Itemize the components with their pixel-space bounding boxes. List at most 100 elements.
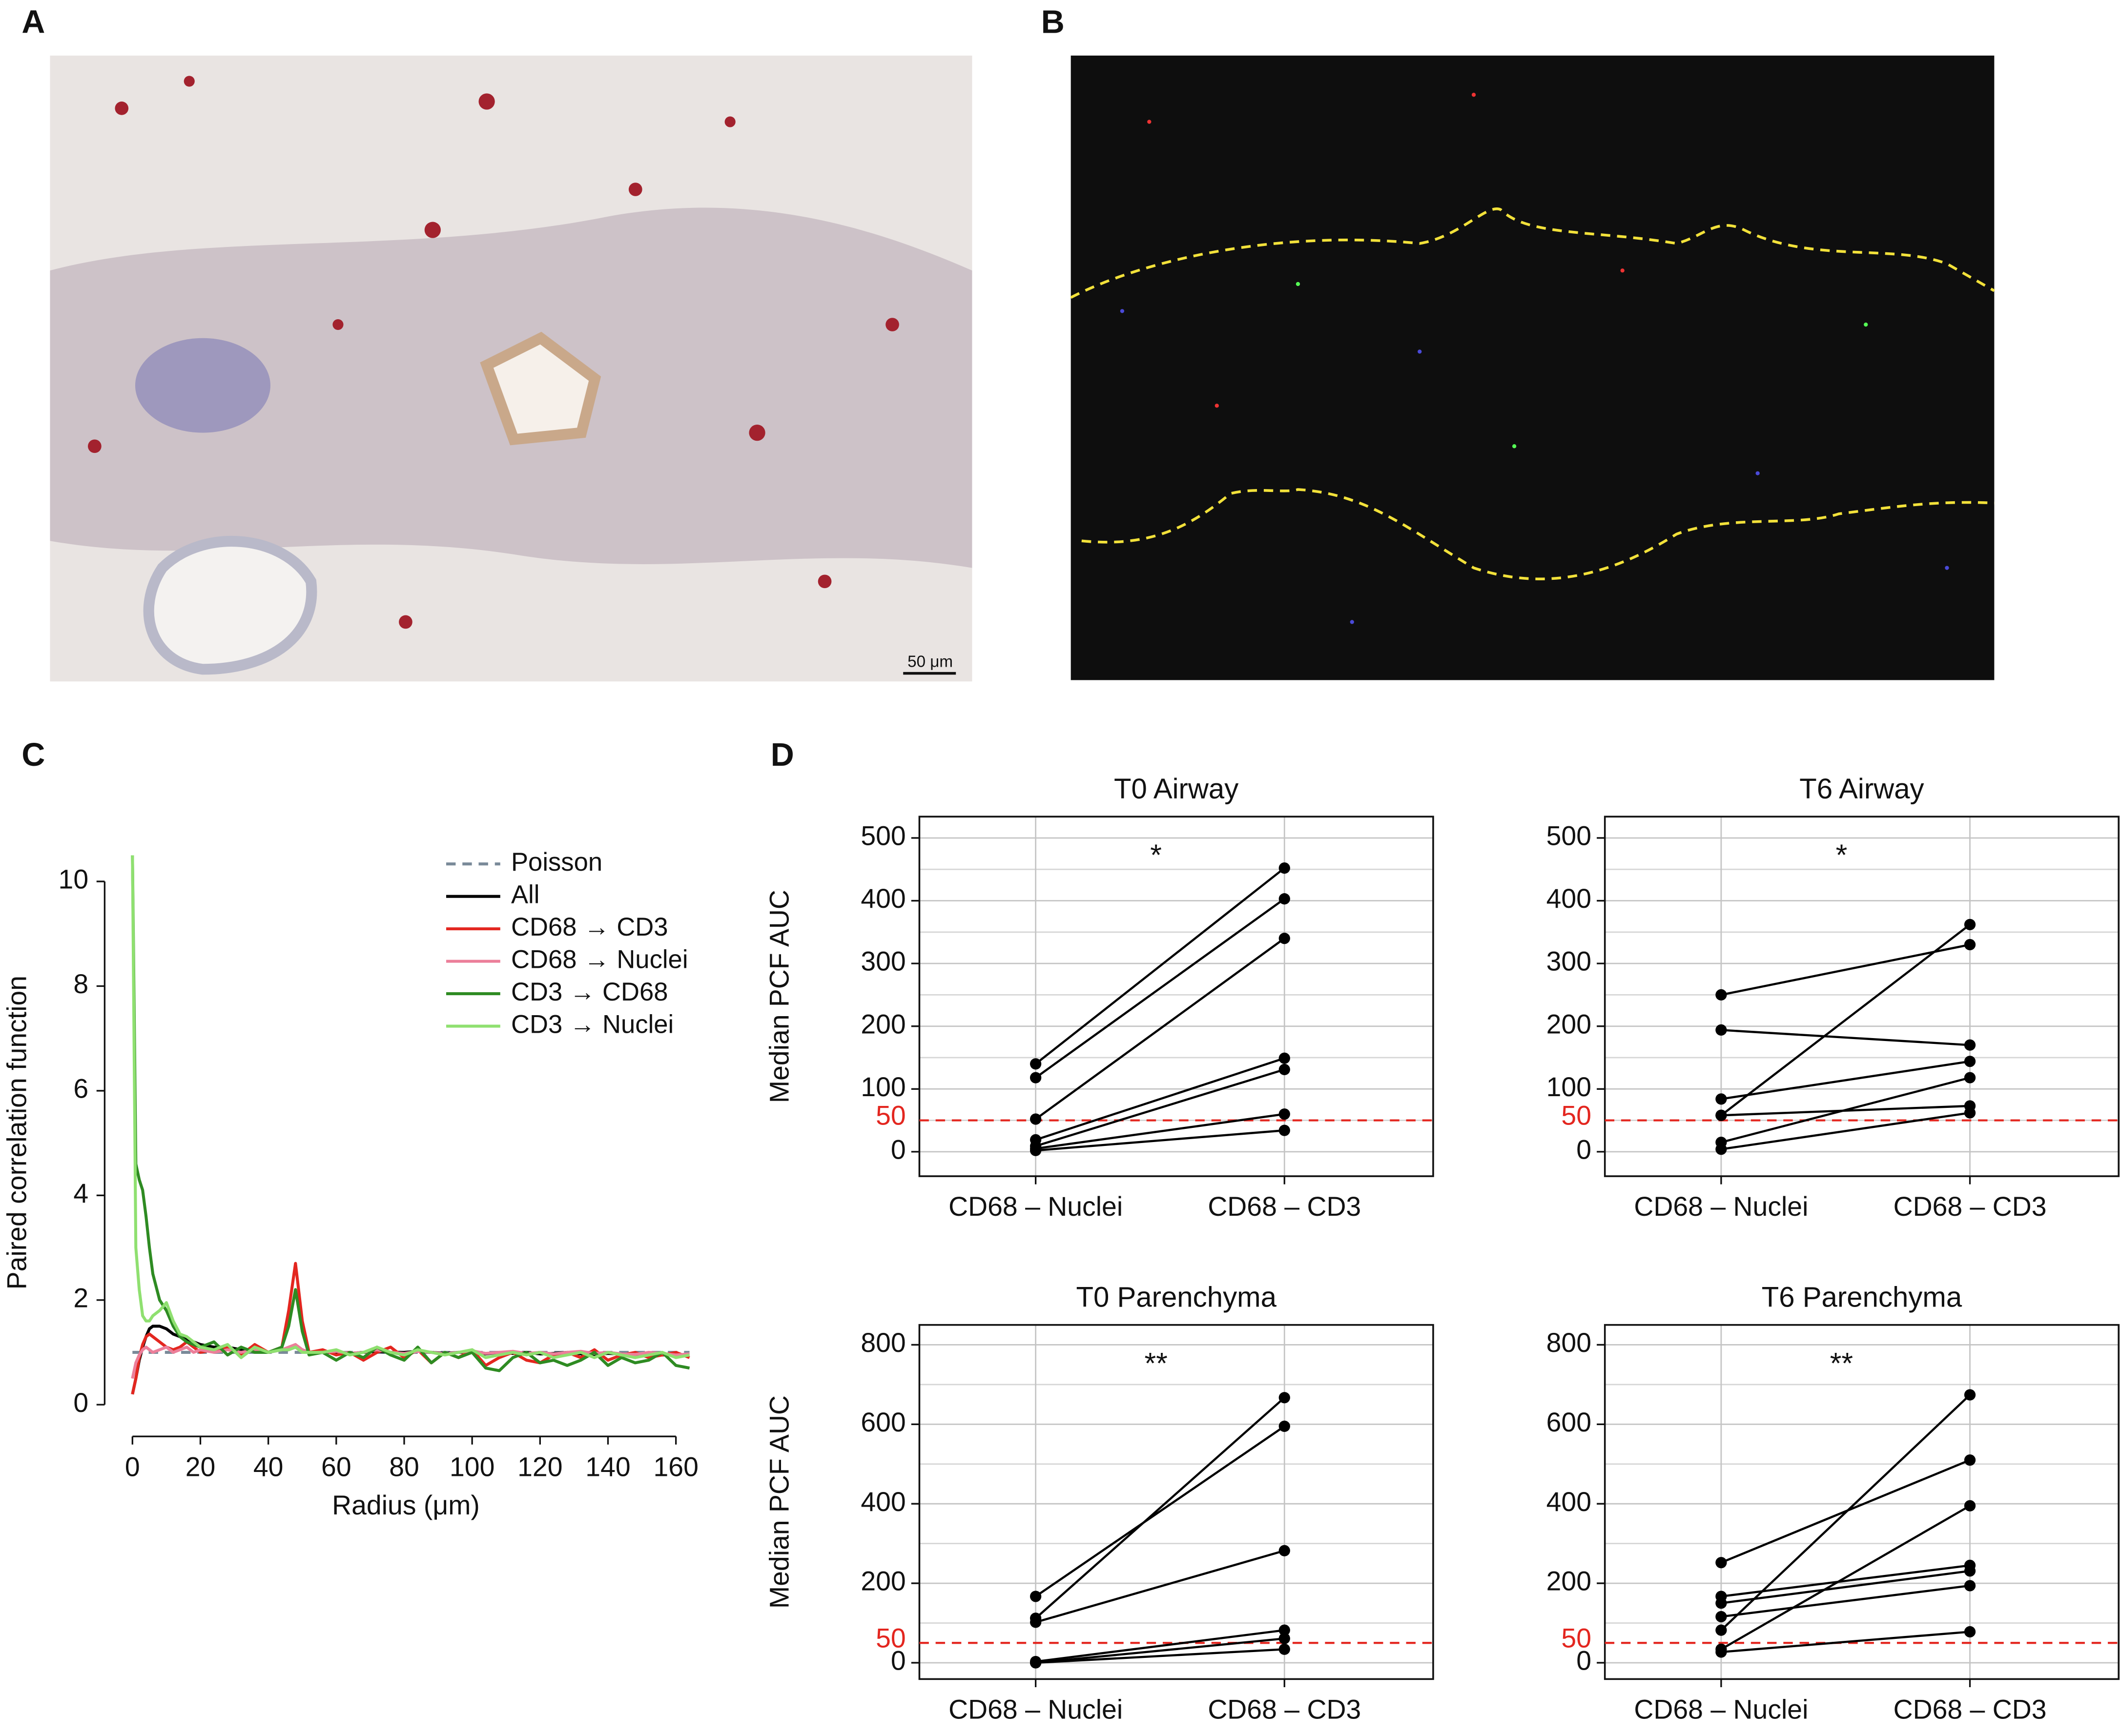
pair-point [1715, 1093, 1727, 1105]
pair-point [1715, 1597, 1727, 1609]
pair-point [1964, 919, 1976, 931]
x-tick-label: 140 [585, 1451, 630, 1482]
pair-line [1035, 937, 1285, 1120]
y-tick-label: 0 [891, 1134, 906, 1164]
plot-frame [918, 1324, 1434, 1680]
pair-point [1030, 1616, 1042, 1628]
y-tick-label: 200 [1546, 1566, 1591, 1596]
pair-point [1715, 989, 1727, 1001]
series-line [131, 855, 690, 1372]
pair-line [1720, 1505, 1971, 1651]
y-axis-label: Median PCF AUC [764, 890, 795, 1103]
cell-dots [1120, 93, 1949, 624]
pair-line [1720, 923, 1971, 1117]
significance-mark: * [1150, 838, 1162, 871]
pair-point [1715, 1624, 1727, 1636]
y-tick-label: 200 [861, 1566, 906, 1596]
histology-image: 50 μm [50, 55, 972, 682]
pair-point [1964, 1039, 1976, 1051]
y-axis-label: Median PCF AUC [764, 1395, 795, 1609]
chart-title: T0 Parenchyma [1076, 1281, 1276, 1313]
y-tick-label: 0 [73, 1388, 88, 1418]
legend-label: CD3 → CD68 [511, 978, 668, 1006]
plot-frame [918, 816, 1434, 1177]
y-tick-label: 300 [1546, 946, 1591, 977]
pair-line [1721, 1570, 1970, 1605]
x-tick-label: 160 [653, 1451, 698, 1482]
significance-mark: ** [1144, 1347, 1167, 1380]
y-axis-label: Paired correlation function [1, 976, 32, 1289]
pair-point [1278, 1108, 1290, 1120]
legend-label: CD68 → Nuclei [511, 945, 688, 974]
pair-line [1721, 1564, 1970, 1598]
y-tick-label: 0 [1576, 1134, 1591, 1164]
vessel-lumen [143, 535, 317, 675]
chart-title: T6 Parenchyma [1762, 1281, 1962, 1313]
pair-line [1035, 1068, 1285, 1147]
pair-line [1035, 898, 1285, 1079]
pair-point [1964, 1580, 1976, 1592]
y-tick-label: 400 [1546, 883, 1591, 914]
pair-point [1030, 1657, 1042, 1669]
legend-label: CD3 → Nuclei [511, 1010, 674, 1039]
pair-line [1035, 1629, 1285, 1663]
reference-label: 50 [876, 1101, 906, 1131]
pair-point [1030, 1144, 1042, 1156]
y-tick-label: 400 [861, 1487, 906, 1517]
significance-mark: * [1836, 838, 1848, 871]
y-tick-label: 500 [1546, 821, 1591, 851]
x-tick-label: 40 [253, 1451, 284, 1482]
x-tick-label: 100 [450, 1451, 494, 1482]
pair-point [1278, 1545, 1290, 1556]
y-tick-label: 200 [1546, 1009, 1591, 1039]
x-tick-label: 120 [517, 1451, 562, 1482]
pair-point [1030, 1113, 1042, 1125]
scale-bar-label: 50 μm [907, 653, 953, 671]
pair-line [1035, 1550, 1285, 1624]
pair-point [1278, 1052, 1290, 1064]
pair-line [1721, 943, 1970, 996]
pair-point [1278, 1392, 1290, 1404]
pair-point [1278, 1624, 1290, 1636]
pair-point [1278, 862, 1290, 874]
reference-label: 50 [1561, 1101, 1591, 1131]
reference-label: 50 [876, 1623, 906, 1653]
x-axis-label: Radius (μm) [332, 1490, 480, 1520]
pair-line [1721, 1111, 1970, 1150]
pair-point [1964, 1500, 1976, 1511]
pair-point [1278, 1633, 1290, 1644]
pair-line [1035, 1129, 1285, 1152]
pair-point [1278, 1124, 1290, 1136]
pair-point [1964, 1107, 1976, 1119]
x-tick-label: 0 [125, 1451, 140, 1482]
x-tick-label: 60 [321, 1451, 351, 1482]
pair-line [1721, 1584, 1970, 1618]
pair-point [1030, 1591, 1042, 1602]
y-tick-label: 600 [1546, 1407, 1591, 1437]
image-background [1070, 55, 1995, 680]
panel-label: D [771, 737, 794, 773]
pair-point [1278, 933, 1290, 944]
airway-lumen [480, 331, 601, 446]
pair-point [1964, 1565, 1976, 1577]
y-tick-label: 500 [861, 821, 906, 851]
pair-point [1964, 1072, 1976, 1083]
y-tick-label: 0 [891, 1646, 906, 1676]
pair-line [1721, 1631, 1970, 1654]
pair-point [1715, 1646, 1727, 1658]
x-tick-label: CD68 – Nuclei [1634, 1694, 1808, 1724]
x-tick-label: CD68 – Nuclei [948, 1694, 1123, 1724]
boundary-line [1070, 207, 1995, 299]
pair-line [1035, 1637, 1285, 1664]
series-line [131, 855, 690, 1359]
reference-label: 50 [1561, 1623, 1591, 1653]
panel-label: B [1041, 4, 1065, 41]
legend-label: All [511, 880, 539, 909]
pair-line [1035, 1113, 1285, 1150]
pair-point [1964, 1626, 1976, 1638]
plot-frame [1604, 816, 2120, 1177]
pair-point [1278, 893, 1290, 905]
pair-point [1964, 1056, 1976, 1067]
